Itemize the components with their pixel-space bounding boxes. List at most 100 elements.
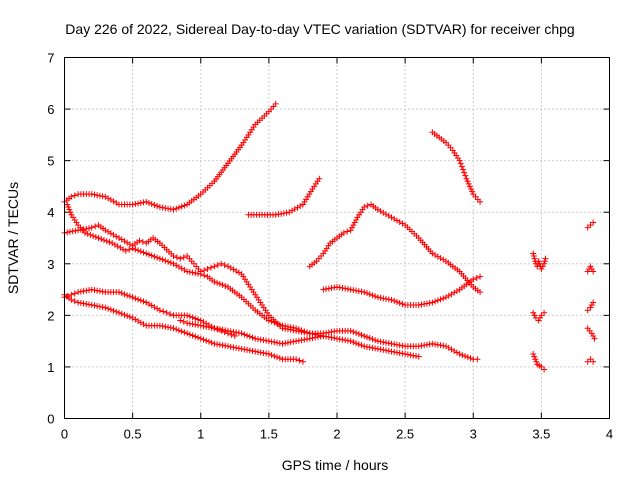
data-point-marker — [402, 351, 409, 358]
data-point-marker — [339, 336, 346, 343]
data-point-marker — [434, 253, 441, 260]
data-point-marker — [121, 291, 128, 298]
data-point-marker — [286, 209, 293, 216]
data-point-marker — [94, 287, 101, 294]
data-point-marker — [385, 296, 392, 303]
data-point-marker — [244, 332, 251, 339]
data-point-marker — [363, 334, 370, 341]
y-tick-label: 2 — [47, 308, 54, 323]
data-point-marker — [366, 291, 373, 298]
data-point-marker — [587, 222, 594, 229]
data-point-marker — [205, 324, 212, 331]
data-point-marker — [293, 327, 300, 334]
data-point-marker — [148, 200, 155, 207]
plot-frame — [64, 57, 610, 419]
data-point-marker — [173, 262, 180, 269]
data-point-marker — [272, 211, 279, 218]
y-axis-label: SDTVAR / TECUs — [5, 182, 21, 294]
data-point-marker — [410, 352, 417, 359]
data-point-marker — [374, 345, 381, 352]
data-point-marker — [432, 298, 439, 305]
data-point-marker — [163, 309, 170, 316]
data-point-marker — [145, 251, 152, 258]
data-point-marker — [590, 358, 597, 365]
data-point-marker — [260, 337, 267, 344]
data-point-marker — [216, 341, 223, 348]
data-point-marker — [167, 206, 174, 213]
data-point-marker — [541, 258, 548, 265]
x-axis-label: GPS time / hours — [282, 457, 389, 473]
data-point-marker — [445, 344, 452, 351]
data-point-marker — [396, 299, 403, 306]
data-point-marker — [340, 229, 347, 236]
data-point-marker — [200, 336, 207, 343]
data-point-marker — [230, 344, 237, 351]
data-point-marker — [538, 265, 545, 272]
data-point-marker — [113, 199, 120, 206]
data-point-marker — [72, 227, 79, 234]
data-point-marker — [186, 331, 193, 338]
data-point-marker — [71, 290, 78, 297]
grid — [64, 57, 610, 419]
data-point-marker — [181, 266, 188, 273]
data-point-marker — [227, 264, 234, 271]
series-cluster-3.85-a — [584, 219, 597, 231]
data-point-marker — [530, 253, 537, 260]
data-point-marker — [140, 298, 147, 305]
data-point-marker — [214, 262, 221, 269]
data-point-marker — [77, 226, 84, 233]
data-point-marker — [328, 334, 335, 341]
data-point-marker — [539, 263, 546, 270]
data-point-marker — [432, 341, 439, 348]
data-point-marker — [418, 301, 425, 308]
data-point-marker — [429, 340, 436, 347]
data-point-marker — [443, 343, 449, 350]
series-arc-9 — [320, 273, 484, 309]
data-point-marker — [399, 220, 406, 227]
data-point-marker — [295, 328, 302, 335]
data-point-marker — [298, 337, 305, 344]
data-point-marker — [99, 193, 106, 200]
data-point-marker — [451, 289, 458, 296]
data-point-marker — [348, 224, 355, 231]
data-point-marker — [145, 199, 152, 206]
data-point-marker — [83, 225, 90, 232]
data-point-marker — [200, 323, 207, 330]
data-point-marker — [393, 341, 400, 348]
data-point-marker — [221, 262, 228, 269]
data-point-marker — [363, 290, 370, 297]
data-point-marker — [219, 342, 226, 349]
data-point-marker — [211, 325, 218, 332]
data-point-marker — [590, 332, 597, 339]
data-point-marker — [156, 255, 163, 262]
data-point-marker — [124, 292, 131, 299]
data-point-marker — [180, 318, 187, 325]
data-point-marker — [99, 288, 106, 295]
data-point-marker — [257, 336, 264, 343]
data-point-marker — [372, 337, 379, 344]
data-point-marker — [320, 332, 327, 339]
data-point-marker — [145, 301, 152, 308]
data-point-marker — [186, 320, 193, 327]
data-point-marker — [587, 263, 594, 270]
y-tick-label: 4 — [47, 205, 54, 220]
data-point-marker — [162, 205, 169, 212]
data-point-marker — [588, 302, 595, 309]
data-point-marker — [396, 342, 403, 349]
data-point-marker — [246, 333, 253, 340]
data-point-marker — [353, 287, 360, 294]
data-point-marker — [456, 157, 463, 164]
data-point-marker — [162, 323, 169, 330]
data-point-marker — [453, 349, 460, 356]
data-point-marker — [257, 349, 264, 356]
data-point-marker — [107, 196, 114, 203]
data-point-marker — [192, 321, 199, 328]
series-arc-4 — [61, 286, 422, 360]
data-point-marker — [274, 339, 281, 346]
data-point-marker — [105, 195, 112, 202]
data-point-marker — [464, 178, 471, 185]
x-tick-label: 2 — [333, 427, 340, 442]
data-point-marker — [95, 235, 102, 241]
data-point-marker — [75, 299, 82, 306]
